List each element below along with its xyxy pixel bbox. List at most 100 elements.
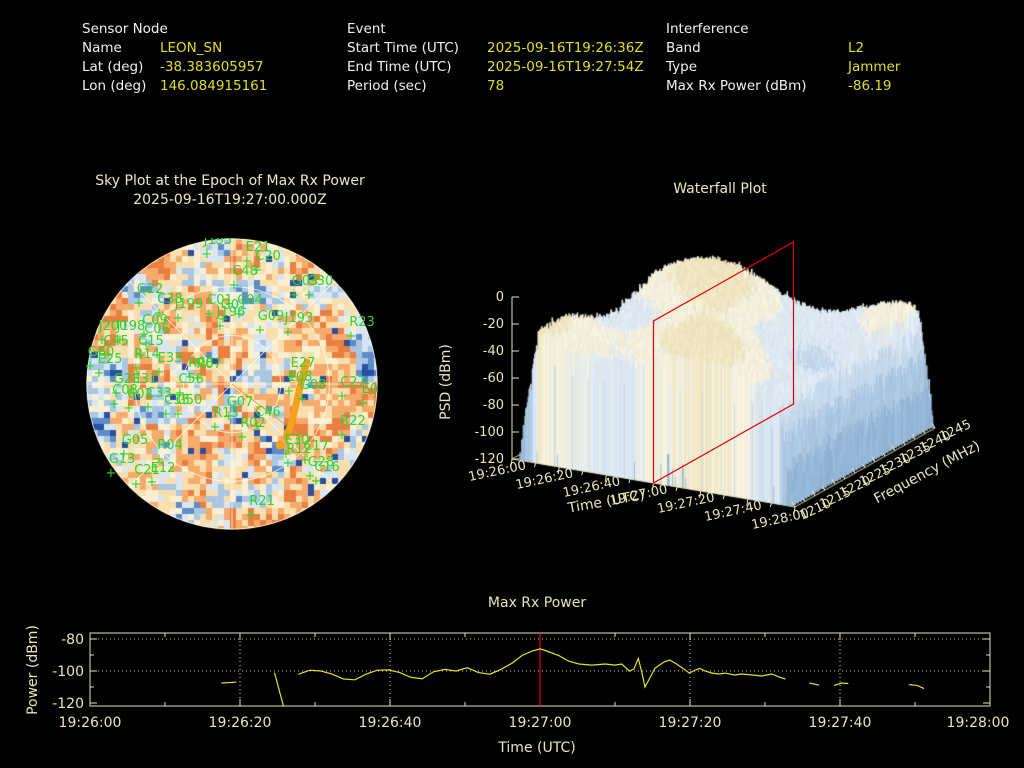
satellite-marker-R04: + — [154, 452, 165, 467]
satellite-label-R12: R12 — [286, 442, 312, 457]
satellite-label-C35: C35 — [164, 393, 190, 408]
satellite-marker-R21: + — [246, 508, 257, 523]
satellite-label-E12: E12 — [151, 461, 176, 476]
satellite-marker-C17: + — [300, 453, 311, 468]
satellite-label-C01: C01 — [207, 293, 233, 308]
event-end-label: End Time (UTC) — [347, 59, 452, 75]
satellite-marker-J196: + — [215, 319, 226, 334]
satellite-marker-E21: + — [242, 254, 253, 269]
satellite-marker-G60: + — [86, 359, 95, 374]
jammer-track-dot — [275, 440, 285, 450]
satellite-marker-G01: + — [218, 312, 229, 327]
satellite-label-G13: G13 — [109, 452, 136, 467]
waterfall-axes-overlay: 0-20-40-60-80-100-12019:26:0019:26:2019:… — [438, 240, 983, 533]
max-rx-trace-segment-5 — [908, 684, 925, 690]
satellite-marker-C04: + — [234, 307, 245, 322]
satellite-marker-J198: + — [115, 333, 126, 348]
satellite-marker-C01: + — [204, 307, 215, 322]
interference-type-value: Jammer — [848, 59, 901, 75]
satellite-label-R23: R23 — [349, 315, 375, 330]
sensor-node-panel: Sensor Node Name LEON_SN Lat (deg) -38.383… — [82, 20, 267, 96]
satellite-marker-R07: + — [193, 371, 204, 386]
rx-xtick-19:27:20: 19:27:20 — [659, 715, 722, 731]
satellite-label-G01: G01 — [221, 298, 248, 313]
rx-xtick-19:26:20: 19:26:20 — [209, 715, 272, 731]
satellite-label-C09: C09 — [142, 313, 168, 328]
sensor-lat-value: -38.383605957 — [160, 59, 264, 75]
satellite-marker-C38: + — [154, 306, 165, 321]
satellite-marker-R13: + — [210, 420, 221, 435]
satellite-marker-G22: + — [134, 296, 145, 311]
interference-panel: Interference Band L2 Type Jammer Max Rx Po… — [666, 20, 900, 96]
satellite-label-C16: C16 — [314, 460, 340, 475]
max-rx-power-svg: Max Rx Power Power (dBm) Time (UTC) -80 -100… — [25, 595, 1009, 756]
event-panel: Event Start Time (UTC) 2025-09-16T19:26:3… — [347, 20, 644, 96]
satellite-label-R04: R04 — [157, 438, 183, 453]
satellite-label-E30: E30 — [285, 433, 310, 448]
skyplot-overlay: J195+ E21+ C20+C48+ G03+G30+G22+ C38+J199+C0… — [86, 238, 378, 530]
satellite-marker-E25: + — [94, 366, 105, 381]
satellite-label-J200: J200 — [98, 319, 128, 334]
satellite-marker-C20: + — [252, 263, 263, 278]
sensor-node-title: Sensor Node — [82, 21, 168, 37]
satellite-marker-G05: + — [119, 447, 130, 462]
satellite-marker-J193: + — [283, 325, 294, 340]
satellite-marker-J200: + — [97, 333, 108, 348]
satellite-label-C33: C33 — [146, 386, 172, 401]
satellite-label-C20: C20 — [255, 249, 281, 264]
rx-xtick-19:26:40: 19:26:40 — [359, 715, 422, 731]
waterfall-surface-canvas — [430, 170, 1024, 540]
satellite-label-G03: G03 — [292, 274, 319, 289]
satellite-label-R07: R07 — [196, 357, 222, 372]
satellite-marker-G23: + — [111, 386, 122, 401]
satellite-marker-G07: + — [224, 409, 235, 424]
event-start-label: Start Time (UTC) — [347, 40, 459, 56]
satellite-marker-J195: + — [202, 247, 213, 262]
satellite-label-G30: G30 — [307, 274, 334, 289]
satellite-label-C46: C46 — [255, 405, 281, 420]
satellite-label-C06: C06 — [144, 322, 170, 337]
satellite-label-G23: G23 — [114, 372, 141, 387]
satellite-label-E33: E33 — [158, 351, 183, 366]
satellite-label-C21: C21 — [134, 463, 160, 478]
max-rx-ylabel: Power (dBm) — [25, 625, 41, 715]
max-rx-power-chart: Max Rx Power Power (dBm) Time (UTC) -80 -100… — [0, 590, 1024, 768]
satellite-label-G22: G22 — [137, 282, 164, 297]
satellite-marker-E27: + — [287, 370, 298, 385]
satellite-label-G09: G09 — [258, 309, 285, 324]
satellite-label-C48: C48 — [232, 264, 258, 279]
psd-tick--20: -20 — [483, 317, 504, 332]
max-rx-title: Max Rx Power — [488, 595, 586, 611]
satellite-label-C56: C56 — [178, 372, 204, 387]
satellite-marker-R08: + — [185, 370, 196, 385]
rx-ytick--120: -120 — [52, 696, 84, 712]
psd-tick--60: -60 — [483, 371, 504, 386]
event-period-label: Period (sec) — [347, 78, 427, 94]
satellite-marker-R02: + — [237, 430, 248, 445]
psd-tick-0: 0 — [496, 290, 504, 305]
satellite-marker-C09: + — [139, 327, 150, 342]
satellite-marker-C45: + — [100, 348, 111, 363]
interference-maxpower-label: Max Rx Power (dBm) — [666, 78, 807, 94]
psd-tick--40: -40 — [483, 344, 504, 359]
sensor-lon-value: 146.084915161 — [160, 78, 268, 94]
satellite-marker-E08: + — [284, 384, 295, 399]
satellite-marker-R23: + — [346, 329, 357, 344]
event-start-value: 2025-09-16T19:26:36Z — [487, 40, 644, 56]
satellite-label-G05: G05 — [122, 433, 149, 448]
satellite-marker-C56: + — [175, 386, 186, 401]
satellite-label-E21: E21 — [246, 240, 271, 255]
satellite-label-C17: C17 — [303, 439, 329, 454]
satellite-marker-R14: + — [131, 361, 142, 376]
satellite-label-E03: E03 — [362, 382, 378, 397]
rx-xtick-19:27:40: 19:27:40 — [809, 715, 872, 731]
satellite-label-J195: J195 — [203, 238, 233, 248]
max-rx-trace-segment-1 — [273, 672, 285, 706]
satellite-label-G50: G50 — [176, 393, 203, 408]
rx-xtick-19:27:00: 19:27:00 — [509, 715, 572, 731]
rx-ytick--80: -80 — [61, 632, 84, 648]
interference-band-value: L2 — [848, 40, 865, 56]
satellite-label-J199: J199 — [174, 297, 204, 312]
satellite-label-R08: R08 — [188, 356, 214, 371]
satellite-marker-G09: + — [255, 323, 266, 338]
